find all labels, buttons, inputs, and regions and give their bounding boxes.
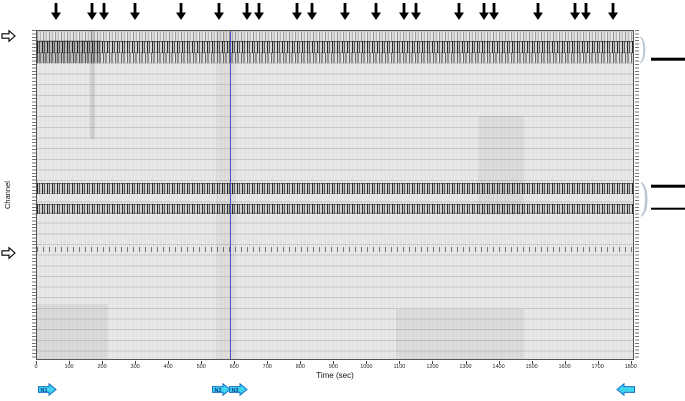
event-arrow-icon — [50, 3, 61, 20]
x-tick-mark — [366, 361, 368, 364]
stage-marker-right-icon: N2 — [212, 382, 231, 397]
x-tick-mark — [564, 361, 566, 364]
x-tick-mark — [531, 361, 533, 364]
x-tick-mark — [432, 361, 434, 364]
row-pointer-line — [651, 207, 685, 211]
x-tick-label: 700 — [262, 364, 272, 370]
shaded-region — [395, 309, 525, 359]
row-group-brace: ) — [639, 175, 650, 220]
x-tick-mark — [399, 361, 401, 364]
event-arrow-icon — [254, 3, 264, 20]
x-tick-label: 1600 — [558, 364, 571, 370]
x-tick-label: 600 — [229, 364, 239, 370]
shaded-region — [89, 31, 95, 140]
x-axis-label: Time (sec) — [316, 371, 354, 380]
event-arrow-icon — [569, 3, 580, 20]
x-tick-label: 1500 — [525, 364, 538, 370]
y-axis-ticks-right — [635, 30, 639, 360]
top-arrow-row — [36, 1, 634, 25]
event-arrow-icon — [87, 3, 98, 20]
event-arrow-icon — [214, 3, 225, 20]
left-arrow-column — [1, 29, 19, 360]
x-tick-mark — [465, 361, 467, 364]
event-arrow-icon — [453, 3, 464, 20]
row-pointer-line — [651, 184, 685, 188]
event-arrow-icon — [607, 3, 618, 20]
event-arrow-icon — [410, 3, 421, 20]
channel-pointer-arrow-icon — [1, 29, 16, 43]
event-arrow-icon — [292, 3, 302, 20]
bottom-marker-row: N1 N2 N3 — [36, 382, 636, 398]
channel-pointer-arrow-icon — [1, 246, 16, 260]
stage-marker-left-icon — [616, 382, 636, 397]
stage-marker-right-icon: N1 — [37, 382, 57, 397]
row-pointer-line — [651, 57, 685, 61]
x-tick-mark — [630, 361, 632, 364]
x-tick-label: 800 — [295, 364, 305, 370]
x-tick-label: 1200 — [426, 364, 439, 370]
event-arrow-icon — [242, 3, 253, 20]
y-axis-ticks-left — [32, 30, 36, 360]
event-arrow-icon — [98, 3, 109, 20]
event-arrow-icon — [533, 3, 544, 20]
x-tick-label: 1300 — [459, 364, 472, 370]
event-arrow-icon — [306, 3, 317, 20]
x-tick-label: 0 — [34, 364, 38, 370]
x-tick-mark — [333, 361, 335, 364]
x-tick-label: 1100 — [393, 364, 406, 370]
event-arrow-icon — [399, 3, 410, 20]
x-tick-mark — [267, 361, 269, 364]
channel-activity-band — [37, 31, 633, 41]
x-tick-label: 400 — [163, 364, 173, 370]
event-arrow-icon — [488, 3, 499, 20]
channel-activity-band — [37, 247, 633, 253]
x-tick-label: 1700 — [591, 364, 604, 370]
x-tick-mark — [69, 361, 71, 364]
time-cursor-line — [229, 31, 231, 359]
row-group-braces: )) — [637, 30, 651, 360]
right-pointer-column — [651, 30, 685, 360]
channel-activity-band — [37, 52, 633, 63]
channel-activity-band — [37, 204, 633, 215]
x-tick-label: 900 — [328, 364, 338, 370]
svg-text:N2: N2 — [215, 388, 222, 394]
x-axis-ticks: 0 100 200 300 400 500 600 700 800 900 1000 1100 1200… — [34, 361, 637, 373]
x-tick-mark — [36, 361, 37, 364]
shaded-region — [478, 115, 525, 215]
x-tick-mark — [102, 361, 104, 364]
x-tick-mark — [201, 361, 203, 364]
x-tick-label: 300 — [130, 364, 140, 370]
plot-area — [36, 30, 634, 360]
svg-text:N1: N1 — [40, 388, 47, 394]
event-arrow-icon — [130, 3, 141, 20]
x-tick-label: 200 — [97, 364, 107, 370]
x-tick-mark — [597, 361, 599, 364]
x-tick-mark — [135, 361, 137, 364]
event-arrow-icon — [371, 3, 382, 20]
svg-text:N3: N3 — [232, 388, 239, 394]
channel-activity-band — [37, 182, 633, 194]
x-tick-label: 1000 — [360, 364, 373, 370]
x-tick-label: 1800 — [624, 364, 637, 370]
event-arrow-icon — [478, 3, 489, 20]
shaded-region — [216, 31, 237, 359]
x-tick-mark — [234, 361, 236, 364]
x-tick-label: 500 — [196, 364, 206, 370]
stage-marker-right-icon: N3 — [229, 382, 249, 397]
shaded-region — [37, 304, 108, 359]
x-tick-label: 100 — [64, 364, 74, 370]
x-tick-mark — [300, 361, 302, 364]
event-arrow-icon — [176, 3, 187, 20]
row-group-brace: ) — [638, 32, 647, 68]
x-tick-mark — [498, 361, 500, 364]
event-arrow-icon — [581, 3, 592, 20]
x-tick-mark — [168, 361, 170, 364]
event-arrow-icon — [339, 3, 350, 20]
x-tick-label: 1400 — [492, 364, 505, 370]
